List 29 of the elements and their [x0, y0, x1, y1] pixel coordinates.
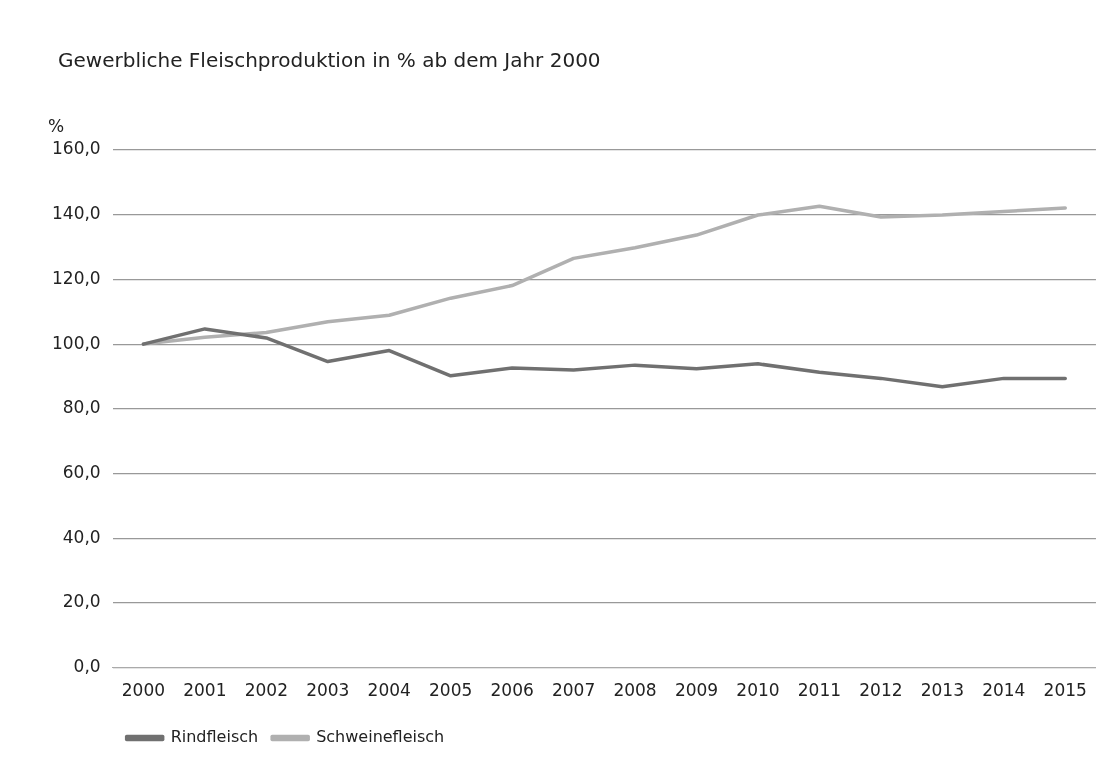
y-tick-label: 120,0	[52, 267, 101, 288]
x-tick-label: 2004	[367, 680, 411, 701]
x-tick-label: 2006	[490, 680, 534, 701]
x-tick-label: 2005	[429, 680, 473, 701]
legend-label: Rindfleisch	[170, 727, 259, 747]
x-tick-label: 2002	[244, 680, 288, 701]
x-tick-label: 2011	[797, 680, 842, 701]
y-tick-label: 160,0	[52, 138, 101, 159]
y-tick-label: 40,0	[62, 526, 101, 547]
x-tick-label: 2003	[306, 680, 350, 701]
x-tick-label: 2010	[736, 680, 780, 701]
y-tick-label: 60,0	[62, 461, 101, 482]
legend-label: Schweinefleisch	[316, 727, 445, 747]
y-tick-label: 20,0	[62, 591, 101, 612]
chart-title: Gewerbliche Fleischproduktion in % ab dem Jahr 2000	[58, 48, 601, 72]
y-tick-label: 80,0	[62, 397, 101, 418]
y-tick-label: 140,0	[52, 203, 101, 224]
y-tick-label: 100,0	[52, 332, 101, 353]
x-tick-label: 2001	[183, 680, 227, 701]
x-tick-label: 2000	[121, 680, 166, 701]
x-tick-label: 2014	[982, 680, 1026, 701]
x-tick-label: 2015	[1043, 680, 1087, 701]
y-axis-title: %	[48, 115, 65, 136]
x-tick-label: 2009	[674, 680, 719, 701]
x-tick-label: 2013	[920, 680, 964, 701]
x-tick-label: 2007	[551, 680, 596, 701]
x-tick-label: 2012	[859, 680, 903, 701]
y-tick-label: 0,0	[73, 656, 101, 677]
x-tick-label: 2008	[613, 680, 657, 701]
